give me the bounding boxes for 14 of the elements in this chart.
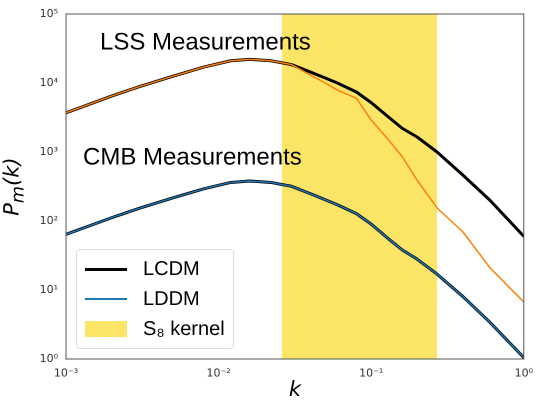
y-tick-label: 10¹ bbox=[40, 282, 58, 296]
y-tick-label: 10⁵ bbox=[40, 6, 58, 20]
band-label: S₈ kernel bbox=[143, 318, 225, 340]
y-tick-label: 10² bbox=[40, 214, 58, 227]
x-axis-title: k bbox=[288, 377, 302, 401]
x-tick-label: 10⁻³ bbox=[54, 366, 78, 380]
y-tick-label: 10³ bbox=[40, 144, 58, 158]
legend-label: LCDM bbox=[143, 258, 200, 280]
legend-label: LDDM bbox=[143, 288, 200, 310]
y-tick-label: 10⁴ bbox=[40, 76, 59, 89]
y-tick-label: 10⁰ bbox=[40, 352, 59, 365]
x-tick-label: 10⁻² bbox=[206, 366, 231, 380]
x-tick-label: 10⁻¹ bbox=[359, 366, 384, 380]
x-tick-label: 10⁰ bbox=[514, 366, 534, 380]
